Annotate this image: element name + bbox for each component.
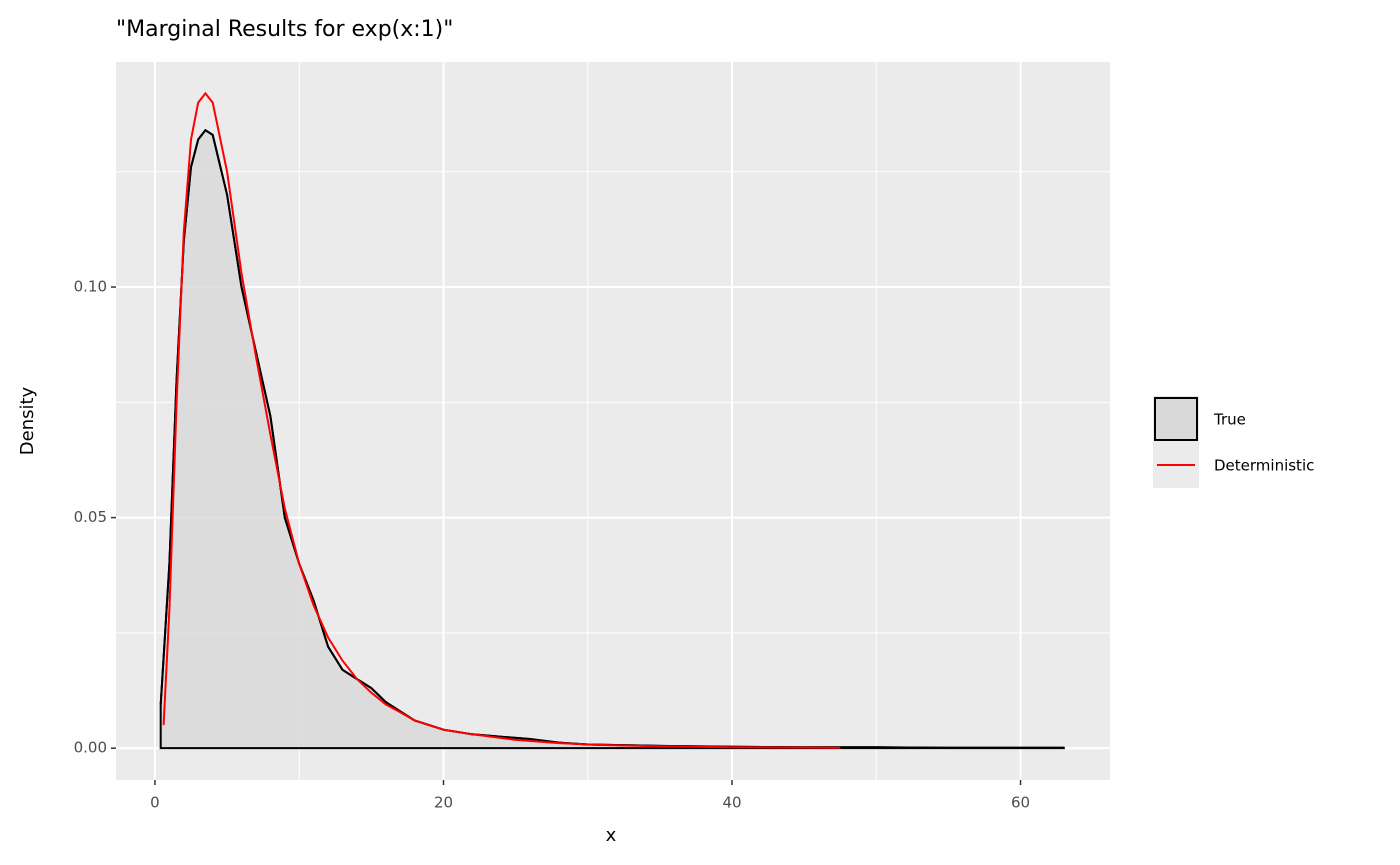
legend-label: True — [1213, 411, 1246, 429]
y-tick-label: 0.00 — [74, 739, 107, 757]
x-tick-label: 0 — [150, 794, 160, 812]
x-tick-label: 60 — [1011, 794, 1030, 812]
x-tick-label: 20 — [434, 794, 453, 812]
density-line — [162, 91, 841, 749]
x-axis-label: x — [606, 825, 617, 846]
y-tick-label: 0.05 — [74, 508, 107, 526]
y-axis-label: Density — [17, 386, 38, 455]
chart-title: "Marginal Results for exp(x:1)" — [116, 17, 453, 42]
y-tick-label: 0.10 — [74, 278, 107, 296]
x-tick-label: 40 — [722, 794, 741, 812]
legend-key — [1154, 397, 1198, 441]
legend-label: Deterministic — [1214, 457, 1314, 475]
